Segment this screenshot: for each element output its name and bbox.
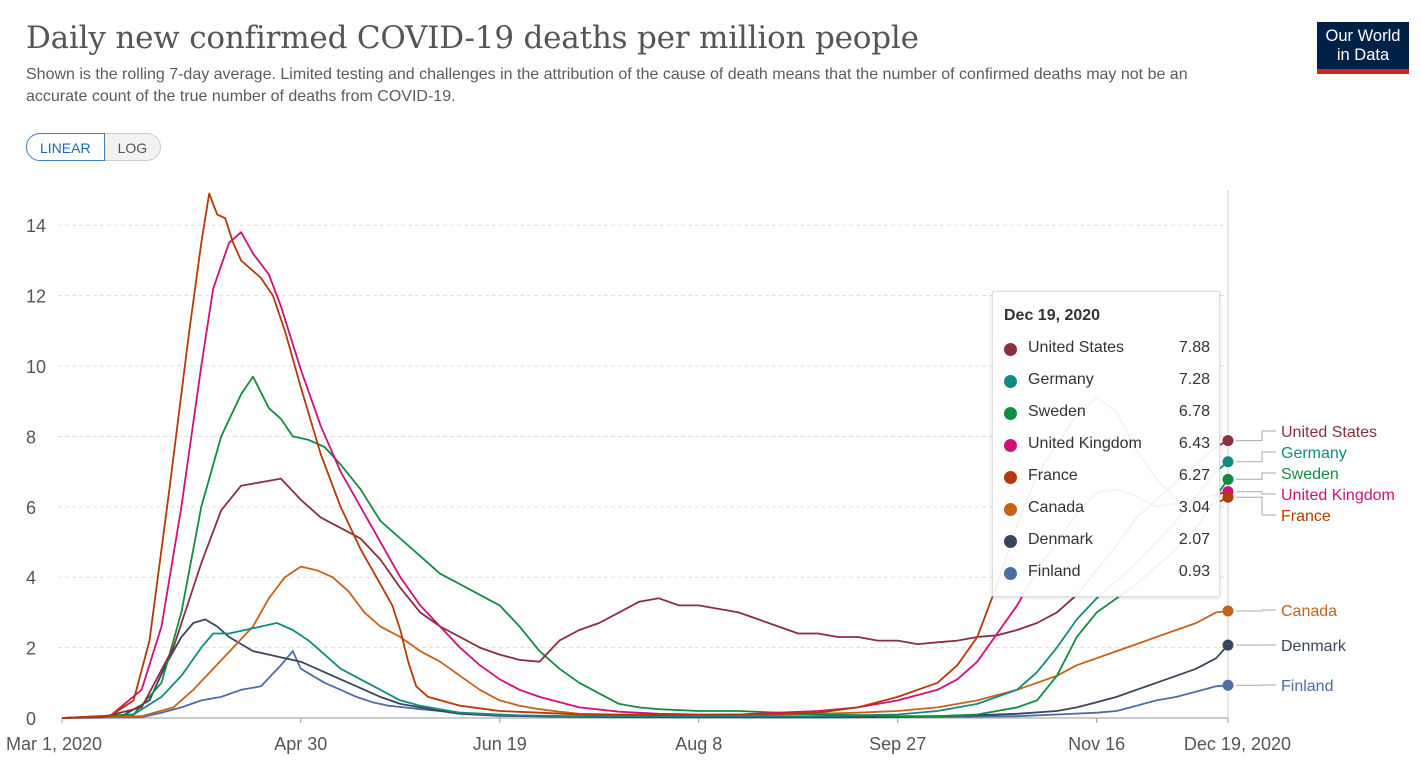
tooltip-row: Canada 3.04 [1004, 498, 1210, 522]
end-label-connector [1236, 430, 1276, 442]
x-tick-label: Dec 19, 2020 [1184, 734, 1291, 754]
series-end-dot-sweden [1222, 473, 1234, 485]
series-end-dot-canada [1222, 605, 1234, 617]
y-tick-label: 0 [26, 709, 36, 729]
tooltip-row: Finland 0.93 [1004, 562, 1210, 586]
tooltip-country-name: Canada [1028, 499, 1085, 516]
x-tick-label: Sep 27 [869, 734, 926, 754]
end-label-connector [1236, 451, 1276, 463]
tooltip-row: United Kingdom 6.43 [1004, 434, 1210, 458]
tooltip-value: 7.88 [1178, 339, 1210, 356]
series-end-dot-germany [1222, 456, 1234, 468]
tooltip-country-name: Sweden [1028, 403, 1086, 420]
series-line-united-states[interactable] [61, 439, 1229, 719]
tooltip-color-dot [1004, 471, 1017, 484]
tooltip-value: 6.27 [1178, 467, 1210, 484]
logo-line-1: Our World [1325, 27, 1401, 45]
y-tick-label: 8 [26, 427, 36, 447]
scale-toggle: LINEAR LOG [26, 133, 162, 161]
tooltip-country-name: France [1028, 467, 1078, 484]
y-tick-label: 4 [26, 568, 36, 588]
tooltip-country-name: Finland [1028, 563, 1081, 580]
series-end-dot-france [1222, 491, 1234, 503]
x-tick-label: Apr 30 [274, 734, 327, 754]
end-label-sweden[interactable]: Sweden [1281, 466, 1339, 483]
tooltip-color-dot [1004, 343, 1017, 356]
tooltip-value: 2.07 [1178, 531, 1210, 548]
x-tick-label: Aug 8 [675, 734, 722, 754]
y-tick-label: 2 [26, 639, 36, 659]
series-line-finland[interactable] [61, 650, 1229, 719]
log-scale-button[interactable]: LOG [104, 133, 162, 161]
tooltip-row: United States 7.88 [1004, 338, 1210, 362]
tooltip-value: 6.43 [1178, 435, 1210, 452]
tooltip-country-name: Germany [1028, 371, 1094, 388]
y-tick-label: 12 [26, 287, 46, 307]
y-tick-label: 6 [26, 498, 36, 518]
series-line-sweden[interactable] [61, 375, 1229, 719]
end-label-connector [1236, 609, 1276, 612]
tooltip-date: Dec 19, 2020 [1004, 307, 1101, 324]
tooltip-row: Germany 7.28 [1004, 370, 1210, 394]
end-label-connector [1236, 496, 1276, 516]
tooltip-row: Sweden 6.78 [1004, 402, 1210, 426]
tooltip-color-dot [1004, 567, 1017, 580]
end-label-denmark[interactable]: Denmark [1281, 638, 1347, 655]
logo-red-bar [1317, 69, 1409, 74]
end-label-connector [1236, 491, 1276, 495]
tooltip-color-dot [1004, 503, 1017, 516]
x-tick-label: Mar 1, 2020 [6, 734, 102, 754]
series-line-denmark[interactable] [61, 618, 1229, 719]
y-tick-label: 10 [26, 357, 46, 377]
end-label-germany[interactable]: Germany [1281, 445, 1347, 462]
tooltip-country-name: Denmark [1028, 531, 1093, 548]
tooltip-color-dot [1004, 375, 1017, 388]
tooltip-row: France 6.27 [1004, 466, 1210, 490]
series-end-dot-finland [1222, 679, 1234, 691]
owid-logo[interactable]: Our World in Data [1317, 22, 1409, 74]
tooltip-value: 7.28 [1178, 371, 1210, 388]
tooltip-country-name: United States [1028, 339, 1125, 356]
series-line-canada[interactable] [61, 565, 1229, 719]
tooltip-value: 0.93 [1178, 563, 1210, 580]
series-end-dot-denmark [1222, 639, 1234, 651]
y-tick-label: 14 [26, 216, 46, 236]
tooltip-color-dot [1004, 439, 1017, 452]
tooltip-country-name: United Kingdom [1028, 435, 1142, 452]
logo-line-2: in Data [1336, 46, 1390, 64]
end-label-united-kingdom[interactable]: United Kingdom [1281, 487, 1395, 504]
tooltip-value: 3.04 [1178, 499, 1210, 516]
end-label-france[interactable]: France [1281, 508, 1331, 525]
end-label-united-states[interactable]: United States [1281, 424, 1377, 441]
tooltip-color-dot [1004, 407, 1017, 420]
tooltip-value: 6.78 [1178, 403, 1210, 420]
linear-scale-button[interactable]: LINEAR [26, 133, 105, 161]
end-label-connector [1236, 472, 1276, 480]
end-label-finland[interactable]: Finland [1281, 678, 1333, 695]
x-tick-label: Jun 19 [473, 734, 527, 754]
tooltip-color-dot [1004, 535, 1017, 548]
end-label-canada[interactable]: Canada [1281, 603, 1337, 620]
chart-title: Daily new confirmed COVID-19 deaths per … [26, 20, 919, 56]
tooltip-row: Denmark 2.07 [1004, 530, 1210, 554]
hover-tooltip: Dec 19, 2020 United States 7.88 Germany 7.2… [992, 291, 1220, 597]
series-end-dot-united-states [1222, 435, 1234, 447]
x-tick-label: Nov 16 [1068, 734, 1125, 754]
chart-subtitle: Shown is the rolling 7-day average. Limi… [26, 66, 1188, 105]
